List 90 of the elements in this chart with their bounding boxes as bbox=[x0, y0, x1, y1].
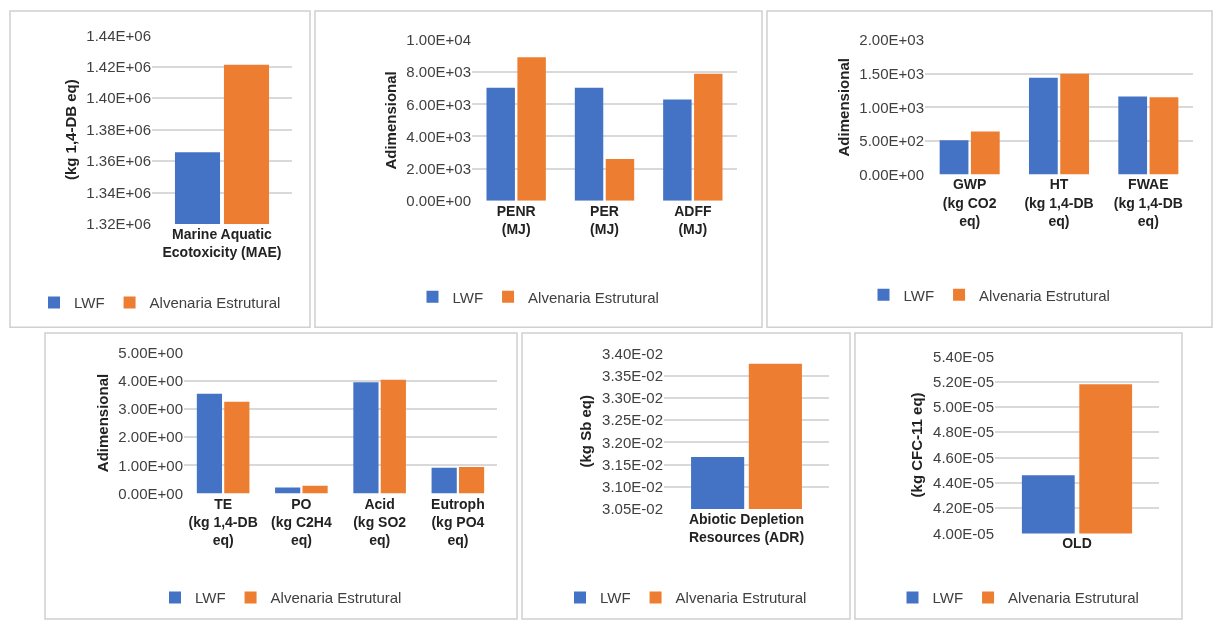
y-tick-label: 1.42E+06 bbox=[86, 57, 151, 75]
bar bbox=[970, 131, 1000, 175]
y-axis-title: Adimensional bbox=[834, 58, 852, 157]
y-axis-title: Adimensional bbox=[93, 373, 111, 473]
y-tick-label: 1.34E+06 bbox=[86, 183, 151, 201]
y-tick-label: 4.80E-05 bbox=[933, 423, 994, 441]
y-tick-label: 3.35E-02 bbox=[602, 366, 663, 384]
legend-label: Alvenaria Estrutural bbox=[149, 294, 281, 312]
y-tick-label: 0.00E+00 bbox=[859, 165, 924, 183]
bar bbox=[605, 158, 635, 201]
bar bbox=[663, 99, 692, 201]
y-tick-label: 3.25E-02 bbox=[602, 411, 663, 429]
y-tick-label: 4.00E+00 bbox=[118, 371, 183, 389]
bar bbox=[380, 379, 406, 494]
bar bbox=[302, 485, 328, 494]
x-tick-label: PER (MJ) bbox=[590, 202, 619, 237]
x-tick-label: Eutroph (kg PO4 eq) bbox=[431, 495, 485, 548]
bar bbox=[694, 73, 723, 201]
y-tick-label: 5.00E+00 bbox=[118, 343, 183, 361]
bar bbox=[431, 467, 457, 494]
y-tick-label: 1.32E+06 bbox=[86, 215, 151, 233]
y-tick-label: 4.60E-05 bbox=[933, 448, 994, 466]
bar bbox=[939, 140, 969, 175]
x-tick-label: OLD bbox=[1062, 535, 1092, 552]
bar bbox=[1060, 73, 1090, 175]
y-axis-title: (kg CFC-11 eq) bbox=[908, 392, 926, 498]
y-tick-label: 3.20E-02 bbox=[602, 433, 663, 451]
y-tick-label: 6.00E+03 bbox=[406, 95, 471, 113]
y-tick-label: 1.00E+04 bbox=[406, 31, 471, 49]
x-tick-label: Abiotic Depletion Resources (ADR) bbox=[688, 511, 805, 546]
y-tick-label: 1.50E+03 bbox=[859, 64, 924, 82]
y-tick-label: 1.00E+03 bbox=[859, 98, 924, 116]
x-tick-label: PENR (MJ) bbox=[496, 202, 536, 237]
legend-label: LWF bbox=[74, 294, 105, 312]
legend-label: LWF bbox=[600, 589, 631, 607]
x-tick-label: FWAE (kg 1,4-DB eq) bbox=[1113, 176, 1183, 229]
y-tick-label: 5.00E+02 bbox=[859, 132, 924, 150]
y-tick-label: 4.00E+03 bbox=[406, 127, 471, 145]
x-tick-label: PO (kg C2H4 eq) bbox=[271, 495, 332, 548]
legend-label: Alvenaria Estrutural bbox=[528, 288, 659, 306]
legend-label: LWF bbox=[903, 286, 935, 304]
bar bbox=[1118, 96, 1148, 175]
legend-label: Alvenaria Estrutural bbox=[270, 589, 402, 607]
bar bbox=[224, 401, 250, 494]
x-tick-label: GWP (kg CO2 eq) bbox=[942, 176, 997, 229]
y-tick-label: 5.00E-05 bbox=[933, 398, 994, 416]
bar bbox=[353, 382, 379, 494]
y-tick-label: 2.00E+00 bbox=[118, 428, 183, 446]
bar bbox=[196, 393, 223, 494]
y-tick-label: 1.40E+06 bbox=[86, 89, 151, 107]
y-tick-label: 1.00E+00 bbox=[118, 456, 183, 474]
y-tick-label: 0.00E+00 bbox=[406, 191, 471, 209]
y-axis-title: Adimensional bbox=[381, 71, 399, 170]
y-axis-title: (kg 1,4-DB eq) bbox=[61, 79, 79, 181]
x-tick-label: ADFF (MJ) bbox=[674, 202, 712, 237]
bar bbox=[517, 57, 546, 201]
y-tick-label: 4.20E-05 bbox=[933, 499, 994, 517]
y-tick-label: 4.00E-05 bbox=[933, 524, 994, 542]
x-tick-label: TE (kg 1,4-DB eq) bbox=[188, 495, 258, 548]
legend-label: Alvenaria Estrutural bbox=[979, 286, 1110, 304]
legend-label: LWF bbox=[932, 589, 964, 607]
y-tick-label: 8.00E+03 bbox=[406, 63, 471, 81]
y-tick-label: 3.40E-02 bbox=[602, 344, 663, 362]
y-tick-label: 3.10E-02 bbox=[602, 478, 663, 496]
y-tick-label: 0.00E+00 bbox=[118, 484, 183, 502]
x-tick-label: Marine Aquatic Ecotoxicity (MAE) bbox=[162, 226, 282, 261]
x-tick-label: HT (kg 1,4-DB eq) bbox=[1024, 176, 1094, 229]
legend-label: Alvenaria Estrutural bbox=[675, 589, 807, 607]
legend-label: LWF bbox=[195, 589, 226, 607]
y-tick-label: 5.40E-05 bbox=[933, 347, 994, 365]
y-axis-title: (kg Sb eq) bbox=[577, 395, 595, 468]
y-tick-label: 5.20E-05 bbox=[933, 372, 994, 390]
y-tick-label: 4.40E-05 bbox=[933, 474, 994, 492]
y-tick-label: 3.05E-02 bbox=[602, 500, 663, 518]
y-tick-label: 1.36E+06 bbox=[86, 152, 151, 170]
bar bbox=[1149, 97, 1179, 175]
y-tick-label: 2.00E+03 bbox=[859, 31, 924, 49]
x-tick-label: Acid (kg SO2 eq) bbox=[353, 495, 407, 548]
bar bbox=[486, 87, 515, 201]
bar bbox=[1028, 77, 1058, 175]
y-tick-label: 1.44E+06 bbox=[86, 26, 151, 44]
y-tick-label: 3.15E-02 bbox=[602, 455, 663, 473]
bar bbox=[574, 87, 604, 201]
bar bbox=[458, 467, 485, 494]
y-tick-label: 3.00E+00 bbox=[118, 400, 183, 418]
y-tick-label: 2.00E+03 bbox=[406, 159, 471, 177]
legend-label: Alvenaria Estrutural bbox=[1008, 589, 1139, 607]
y-tick-label: 3.30E-02 bbox=[602, 389, 663, 407]
y-tick-label: 1.38E+06 bbox=[86, 120, 151, 138]
legend-label: LWF bbox=[452, 288, 484, 306]
